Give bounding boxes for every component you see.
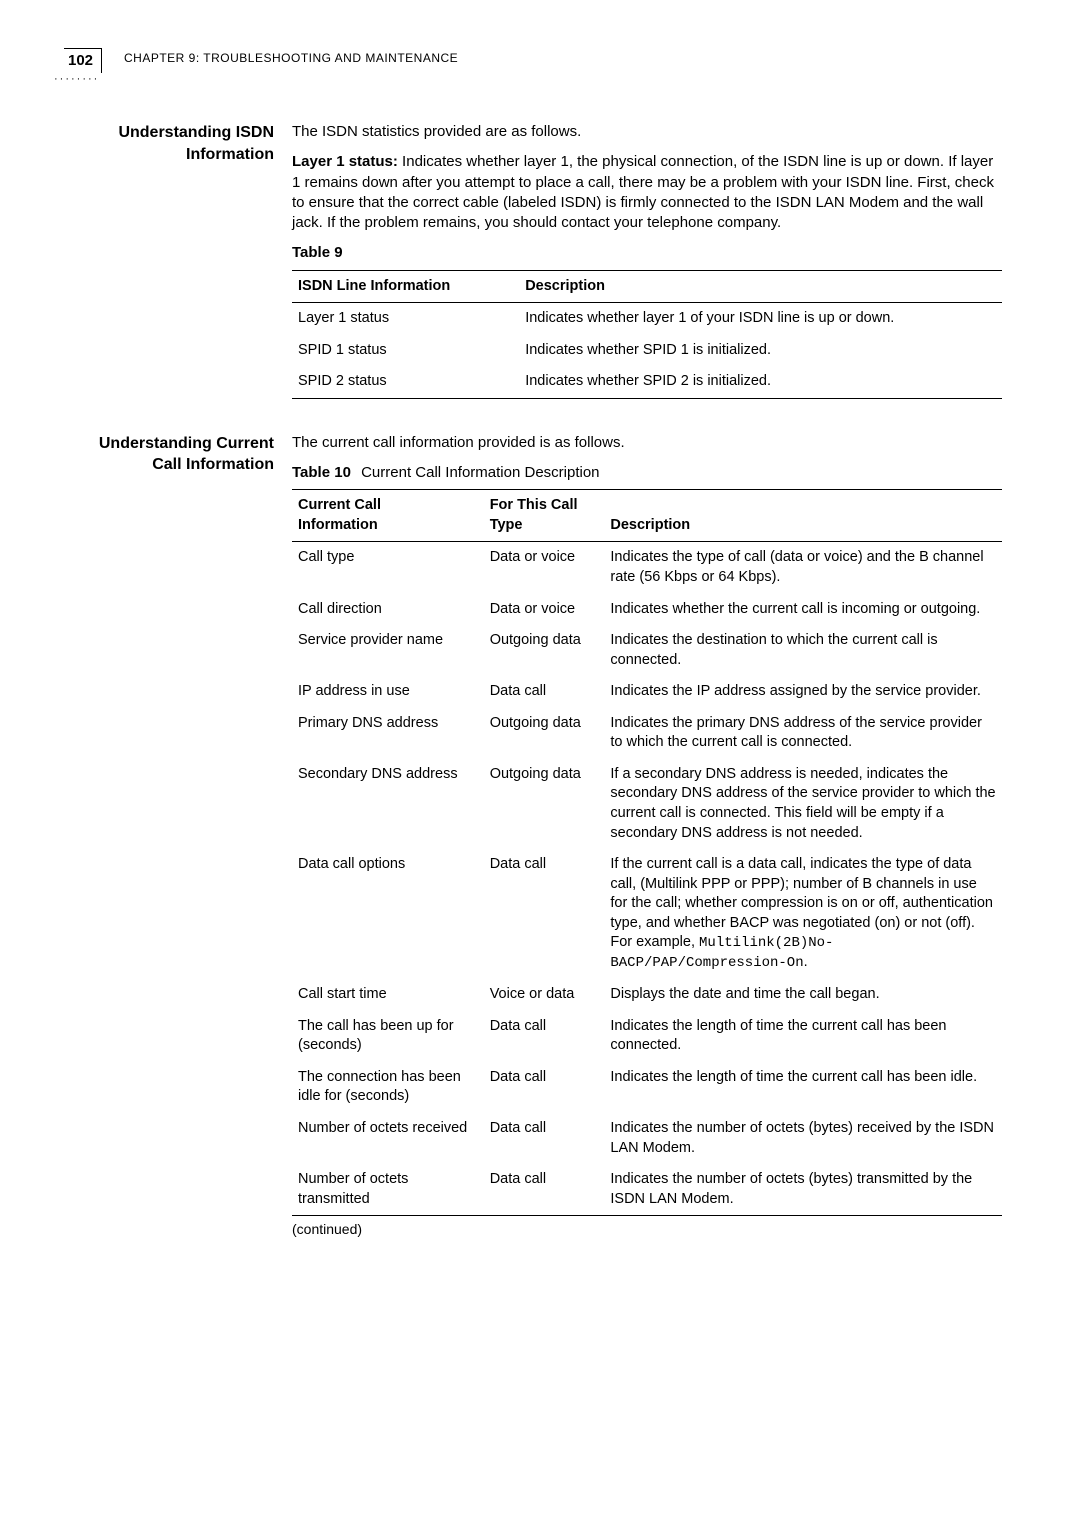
cell: Data call bbox=[484, 849, 605, 979]
col3: Description bbox=[610, 517, 690, 533]
cell: Outgoing data bbox=[484, 708, 605, 759]
cell: Indicates the type of call (data or voic… bbox=[604, 542, 1002, 594]
cell: Outgoing data bbox=[484, 625, 605, 676]
cell: Voice or data bbox=[484, 979, 605, 1011]
section-body: The ISDN statistics provided are as foll… bbox=[292, 122, 1002, 399]
cell: Data call bbox=[484, 1011, 605, 1062]
cell: Indicates the number of octets (bytes) r… bbox=[604, 1113, 1002, 1164]
cell: Indicates whether the current call is in… bbox=[604, 594, 1002, 626]
cell: Data call bbox=[484, 1164, 605, 1216]
table9-col1: ISDN Line Information bbox=[292, 270, 519, 303]
heading-line-2: Call Information bbox=[152, 456, 274, 473]
cell-text2: . bbox=[804, 954, 808, 970]
cell: SPID 1 status bbox=[292, 335, 519, 367]
table-row: Number of octets transmitted Data call I… bbox=[292, 1164, 1002, 1216]
page-number: 102 bbox=[64, 48, 102, 73]
cell: If a secondary DNS address is needed, in… bbox=[604, 759, 1002, 849]
cell: Indicates whether layer 1 of your ISDN l… bbox=[519, 303, 1002, 335]
table10-col2: For This Call Type bbox=[484, 490, 605, 542]
page: 102 CHAPTER 9: TROUBLESHOOTING AND MAINT… bbox=[0, 0, 1080, 1287]
section-heading: Understanding Current Call Information bbox=[64, 433, 292, 476]
cell: Data or voice bbox=[484, 594, 605, 626]
table-row: Layer 1 status Indicates whether layer 1… bbox=[292, 303, 1002, 335]
cell: Outgoing data bbox=[484, 759, 605, 849]
decorative-dots: ········ bbox=[54, 72, 99, 87]
table9-col2: Description bbox=[519, 270, 1002, 303]
cell: Displays the date and time the call bega… bbox=[604, 979, 1002, 1011]
cell: Data call bbox=[484, 1113, 605, 1164]
cell: SPID 2 status bbox=[292, 366, 519, 398]
table10-col1: Current Call Information bbox=[292, 490, 484, 542]
section-current-call: Understanding Current Call Information T… bbox=[64, 433, 1002, 1239]
page-header: 102 CHAPTER 9: TROUBLESHOOTING AND MAINT… bbox=[64, 48, 1002, 88]
cell: IP address in use bbox=[292, 676, 484, 708]
table-row: Call type Data or voice Indicates the ty… bbox=[292, 542, 1002, 594]
cell: Call type bbox=[292, 542, 484, 594]
heading-line-1: Understanding ISDN bbox=[118, 124, 274, 141]
table9-number: Table 9 bbox=[292, 244, 343, 261]
col2b: Type bbox=[490, 517, 523, 533]
cell: Data call bbox=[484, 1062, 605, 1113]
heading-line-1: Understanding Current bbox=[99, 435, 274, 452]
table-row: Service provider name Outgoing data Indi… bbox=[292, 625, 1002, 676]
cell: Indicates the primary DNS address of the… bbox=[604, 708, 1002, 759]
table-row: The call has been up for (seconds) Data … bbox=[292, 1011, 1002, 1062]
table10-label: Table 10 Current Call Information Descri… bbox=[292, 463, 1002, 483]
table10: Current Call Information For This Call T… bbox=[292, 489, 1002, 1216]
table-row: IP address in use Data call Indicates th… bbox=[292, 676, 1002, 708]
col2a: For This Call bbox=[490, 497, 578, 513]
table-row: Call start time Voice or data Displays t… bbox=[292, 979, 1002, 1011]
cell: Data call options bbox=[292, 849, 484, 979]
table9-label: Table 9 bbox=[292, 243, 1002, 263]
cell: The call has been up for (seconds) bbox=[292, 1011, 484, 1062]
cell: If the current call is a data call, indi… bbox=[604, 849, 1002, 979]
col1a: Current Call bbox=[298, 497, 381, 513]
cell: Indicates whether SPID 2 is initialized. bbox=[519, 366, 1002, 398]
intro-text: The current call information provided is… bbox=[292, 433, 1002, 453]
table10-number: Table 10 bbox=[292, 464, 351, 481]
table-row: SPID 1 status Indicates whether SPID 1 i… bbox=[292, 335, 1002, 367]
table-row: Number of octets received Data call Indi… bbox=[292, 1113, 1002, 1164]
cell: The connection has been idle for (second… bbox=[292, 1062, 484, 1113]
cell: Number of octets received bbox=[292, 1113, 484, 1164]
table-row: SPID 2 status Indicates whether SPID 2 i… bbox=[292, 366, 1002, 398]
cell: Call direction bbox=[292, 594, 484, 626]
cell: Indicates the length of time the current… bbox=[604, 1062, 1002, 1113]
table9: ISDN Line Information Description Layer … bbox=[292, 270, 1002, 399]
col1b: Information bbox=[298, 517, 378, 533]
table-row: Call direction Data or voice Indicates w… bbox=[292, 594, 1002, 626]
cell: Service provider name bbox=[292, 625, 484, 676]
cell: Indicates the IP address assigned by the… bbox=[604, 676, 1002, 708]
cell: Primary DNS address bbox=[292, 708, 484, 759]
table-row: Data call options Data call If the curre… bbox=[292, 849, 1002, 979]
section-isdn-info: Understanding ISDN Information The ISDN … bbox=[64, 122, 1002, 399]
table-row: Secondary DNS address Outgoing data If a… bbox=[292, 759, 1002, 849]
chapter-title: CHAPTER 9: TROUBLESHOOTING AND MAINTENAN… bbox=[124, 50, 458, 66]
cell: Indicates the destination to which the c… bbox=[604, 625, 1002, 676]
continued-label: (continued) bbox=[292, 1220, 1002, 1239]
cell: Data or voice bbox=[484, 542, 605, 594]
section-heading: Understanding ISDN Information bbox=[64, 122, 292, 165]
layer1-text: Indicates whether layer 1, the physical … bbox=[292, 153, 994, 231]
cell: Secondary DNS address bbox=[292, 759, 484, 849]
layer1-bold: Layer 1 status: bbox=[292, 153, 398, 170]
cell: Number of octets transmitted bbox=[292, 1164, 484, 1216]
cell: Indicates whether SPID 1 is initialized. bbox=[519, 335, 1002, 367]
layer1-paragraph: Layer 1 status: Indicates whether layer … bbox=[292, 152, 1002, 233]
intro-text: The ISDN statistics provided are as foll… bbox=[292, 122, 1002, 142]
table10-caption: Current Call Information Description bbox=[361, 464, 599, 481]
cell: Call start time bbox=[292, 979, 484, 1011]
table10-col3: Description bbox=[604, 490, 1002, 542]
section-body: The current call information provided is… bbox=[292, 433, 1002, 1239]
table-row: Primary DNS address Outgoing data Indica… bbox=[292, 708, 1002, 759]
cell: Indicates the length of time the current… bbox=[604, 1011, 1002, 1062]
cell: Indicates the number of octets (bytes) t… bbox=[604, 1164, 1002, 1216]
cell: Layer 1 status bbox=[292, 303, 519, 335]
heading-line-2: Information bbox=[186, 146, 274, 163]
cell: Data call bbox=[484, 676, 605, 708]
table-row: The connection has been idle for (second… bbox=[292, 1062, 1002, 1113]
